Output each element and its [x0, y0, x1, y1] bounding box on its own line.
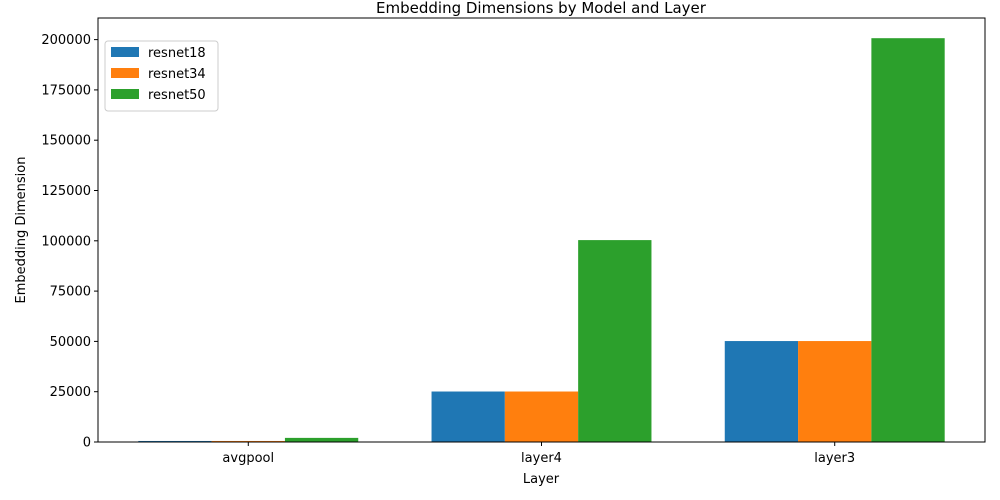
legend-swatch-resnet50	[111, 89, 139, 99]
y-tick-label: 125000	[41, 184, 91, 199]
y-tick-label: 100000	[41, 234, 91, 249]
x-axis-ticks: avgpool layer4 layer3	[222, 442, 855, 466]
chart-title: Embedding Dimensions by Model and Layer	[376, 0, 707, 17]
bar-resnet50-layer3	[871, 38, 945, 442]
legend: resnet18 resnet34 resnet50	[104, 40, 219, 112]
y-tick-label: 175000	[41, 83, 91, 98]
y-tick-label: 0	[83, 436, 91, 451]
y-axis-ticks: 0 25000 50000 75000 100000 125000 150000 175000…	[41, 33, 98, 451]
x-tick-label: avgpool	[222, 451, 274, 466]
plot-frame	[97, 17, 986, 443]
bars-group	[138, 38, 945, 442]
bar-resnet18-layer4	[431, 391, 505, 442]
y-tick-label: 75000	[50, 285, 91, 300]
bar-resnet18-avgpool	[138, 440, 212, 442]
legend-label-resnet34: resnet34	[148, 67, 206, 82]
bar-resnet34-layer3	[798, 341, 872, 442]
y-tick-label: 200000	[41, 33, 91, 48]
x-axis-label: Layer	[523, 472, 560, 487]
y-tick-label: 150000	[41, 134, 91, 149]
bar-resnet34-avgpool	[211, 440, 285, 442]
legend-swatch-resnet34	[111, 68, 139, 78]
x-tick-label: layer4	[521, 451, 562, 466]
y-tick-label: 25000	[50, 385, 91, 400]
legend-label-resnet50: resnet50	[148, 88, 206, 103]
legend-swatch-resnet18	[111, 47, 139, 57]
bar-resnet34-layer4	[504, 391, 579, 442]
x-tick-label: layer3	[814, 451, 855, 466]
bar-resnet18-layer3	[724, 341, 799, 442]
y-axis-label: Embedding Dimension	[14, 157, 29, 304]
y-tick-label: 50000	[50, 335, 91, 350]
legend-label-resnet18: resnet18	[148, 46, 206, 61]
bar-resnet50-layer4	[578, 240, 652, 442]
bar-resnet50-avgpool	[284, 437, 359, 442]
